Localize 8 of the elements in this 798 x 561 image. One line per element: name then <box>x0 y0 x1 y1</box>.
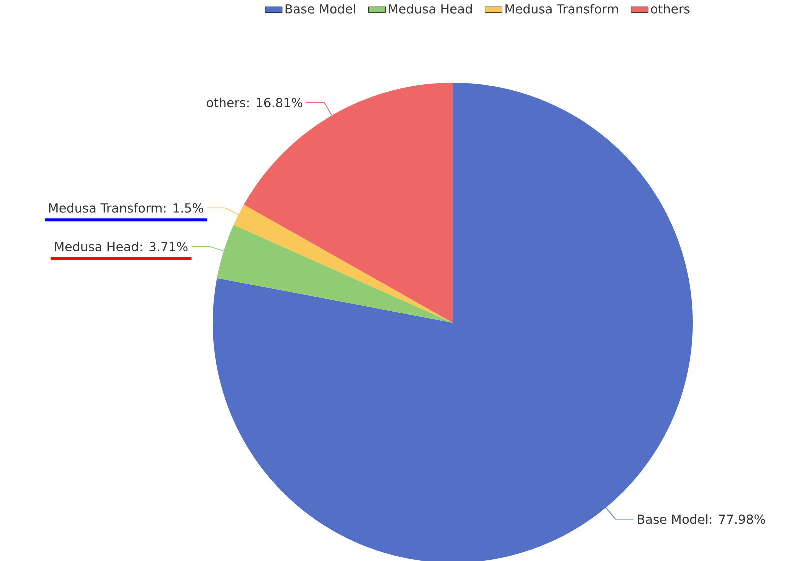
data-label: Base Model: 77.98% <box>638 514 766 524</box>
legend-label: Medusa Transform <box>506 4 618 14</box>
legend-label: Base Model <box>286 4 356 14</box>
legend-label: Medusa Head <box>389 4 472 14</box>
data-label: others: 16.81% <box>207 98 303 108</box>
data-label: Medusa Head: 3.71% <box>55 242 188 252</box>
data-label: Medusa Transform: 1.5% <box>49 203 204 213</box>
legend-label: others <box>651 4 690 14</box>
